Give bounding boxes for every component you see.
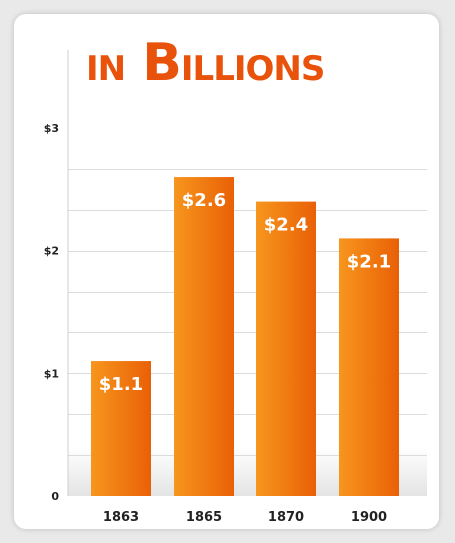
y-tick-labels: 0 $1 $2 $3: [44, 122, 60, 503]
bar-data-label: $2.1: [347, 251, 391, 272]
x-tick-label: 1863: [103, 510, 139, 525]
y-tick-label: $2: [44, 245, 59, 258]
bar-1870: [256, 201, 316, 496]
x-tick-label: 1900: [351, 510, 387, 525]
bar-1865: [174, 177, 234, 497]
y-tick-label: $1: [44, 367, 59, 380]
x-tick-label: 1870: [268, 510, 304, 525]
bar-1863: [91, 361, 151, 496]
x-tick-labels: 1863 1865 1870 1900: [103, 510, 387, 525]
bar-data-label: $2.4: [264, 215, 308, 236]
bar-data-label: $2.6: [182, 190, 226, 211]
bar-data-labels: $1.1 $2.6 $2.4 $2.1: [99, 190, 391, 395]
chart-title: IN BILLIONS: [86, 33, 324, 93]
bars: [91, 177, 399, 497]
bar-1900: [339, 238, 399, 496]
y-tick-label: $3: [44, 122, 59, 135]
y-tick-label: 0: [51, 490, 59, 503]
x-tick-label: 1865: [186, 510, 222, 525]
bar-data-label: $1.1: [99, 374, 143, 395]
